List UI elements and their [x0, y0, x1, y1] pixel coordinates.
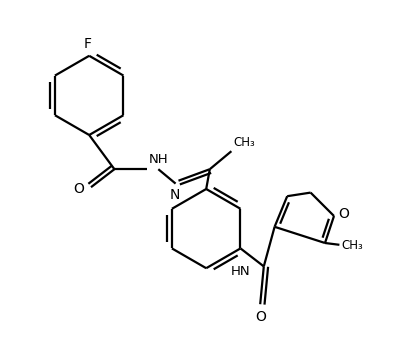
Text: HN: HN: [231, 265, 250, 278]
Text: O: O: [338, 207, 349, 221]
Text: N: N: [170, 188, 180, 202]
Text: NH: NH: [148, 153, 168, 166]
Text: F: F: [84, 37, 92, 51]
Text: O: O: [74, 182, 84, 196]
Text: CH₃: CH₃: [341, 239, 363, 252]
Text: O: O: [255, 310, 265, 324]
Text: CH₃: CH₃: [233, 136, 255, 149]
